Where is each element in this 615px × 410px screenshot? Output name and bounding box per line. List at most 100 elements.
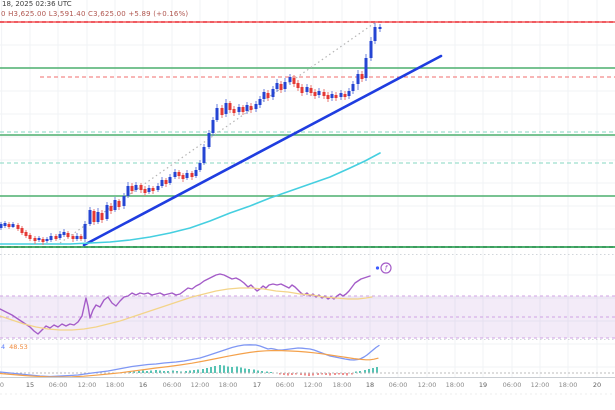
hist-bar-up bbox=[376, 367, 378, 373]
hist-bar-down bbox=[329, 373, 331, 376]
hist-bar-down bbox=[346, 373, 348, 376]
candle-up bbox=[105, 205, 109, 219]
candle-up bbox=[245, 105, 249, 111]
price-levels-layer bbox=[0, 21, 615, 248]
candle-up bbox=[271, 89, 275, 97]
candle-down bbox=[16, 225, 20, 229]
time-axis-label: 12:00 bbox=[77, 381, 97, 389]
hist-bar-up bbox=[159, 370, 161, 373]
hist-bar-down bbox=[300, 373, 302, 375]
candle-down bbox=[139, 185, 143, 190]
candle-up bbox=[88, 210, 92, 224]
time-axis-label: 06:00 bbox=[388, 381, 408, 389]
time-axis-label: 06:00 bbox=[275, 381, 295, 389]
signal-line bbox=[0, 349, 379, 378]
hist-bar-up bbox=[167, 371, 169, 373]
candle-down bbox=[177, 172, 181, 176]
hist-bar-up bbox=[253, 369, 255, 373]
candle-down bbox=[292, 78, 296, 84]
hist-bar-up bbox=[368, 369, 370, 373]
hist-bar-down bbox=[279, 373, 281, 375]
time-axis[interactable]: 0 15 06:00 12:00 18:00 16 06:00 12:00 18:00 17 06:… bbox=[0, 379, 615, 392]
hist-bar-up bbox=[359, 371, 361, 373]
candle-down bbox=[326, 95, 330, 99]
separators-layer bbox=[0, 254, 615, 395]
candle-up bbox=[198, 163, 202, 170]
candle-down bbox=[343, 94, 347, 97]
hist-bar-up bbox=[231, 367, 233, 373]
hist-bar-up bbox=[142, 370, 144, 373]
candle-up bbox=[62, 232, 66, 235]
candle-up bbox=[364, 58, 368, 78]
time-axis-label: 12:00 bbox=[417, 381, 437, 389]
hist-bar-up bbox=[227, 366, 229, 373]
candle-up bbox=[215, 108, 219, 120]
candle-up bbox=[378, 27, 382, 29]
hist-bar-up bbox=[206, 368, 208, 373]
f-circle-icon: f bbox=[385, 265, 389, 273]
ohlc-legend[interactable]: 0 H3,625.00 L3,591.40 C3,625.00 +5.89 (+… bbox=[1, 10, 189, 18]
hist-bar-up bbox=[172, 370, 174, 373]
candle-up bbox=[237, 107, 241, 112]
macd-signal-value: 48.53 bbox=[9, 343, 28, 351]
time-axis-label: 06:00 bbox=[502, 381, 522, 389]
candle-up bbox=[58, 234, 62, 238]
candle-up bbox=[369, 41, 373, 58]
candle-up bbox=[45, 239, 49, 241]
channel-dotted-line[interactable] bbox=[59, 21, 377, 244]
hist-bar-down bbox=[321, 373, 323, 375]
hist-bar-up bbox=[214, 366, 216, 373]
candle-down bbox=[164, 180, 168, 184]
hist-bar-up bbox=[248, 369, 250, 373]
rsi-layer[interactable]: f bbox=[0, 262, 392, 335]
candle-down bbox=[232, 109, 236, 113]
candle-down bbox=[220, 108, 224, 115]
rsi-marker-circle[interactable] bbox=[380, 262, 392, 274]
candle-down bbox=[79, 236, 83, 239]
hist-bar-up bbox=[257, 370, 259, 373]
candle-down bbox=[33, 238, 37, 241]
candle-up bbox=[3, 223, 7, 226]
trend-line[interactable] bbox=[82, 54, 443, 247]
time-axis-day-label: 20 bbox=[592, 381, 602, 389]
candle-down bbox=[130, 186, 134, 191]
hist-bar-up bbox=[364, 370, 366, 373]
candle-up bbox=[147, 188, 151, 192]
candle-up bbox=[49, 236, 53, 240]
candle-up bbox=[202, 147, 206, 163]
chart-timestamp: 18, 2025 02:36 UTC bbox=[2, 0, 72, 8]
hist-bar-up bbox=[210, 367, 212, 373]
time-axis-label: 12:00 bbox=[303, 381, 323, 389]
hist-bar-down bbox=[287, 373, 289, 376]
hist-bar-up bbox=[193, 370, 195, 373]
candle-up bbox=[339, 93, 343, 97]
hist-bar-up bbox=[150, 370, 152, 373]
macd-legend[interactable]: 4 48.53 bbox=[1, 343, 28, 351]
hist-bar-up bbox=[223, 365, 225, 373]
macd-layer[interactable] bbox=[0, 344, 615, 378]
candle-up bbox=[126, 186, 130, 196]
candle-up bbox=[122, 196, 126, 206]
candle-down bbox=[241, 107, 245, 112]
hist-bar-down bbox=[334, 373, 336, 375]
rsi-marker-dot bbox=[375, 266, 380, 270]
candle-down bbox=[71, 236, 75, 239]
candle-down bbox=[109, 206, 113, 211]
candle-down bbox=[309, 88, 313, 93]
candlestick-series[interactable] bbox=[0, 23, 382, 245]
candle-down bbox=[334, 95, 338, 98]
hist-bar-down bbox=[295, 373, 297, 375]
candle-down bbox=[266, 93, 270, 98]
candle-up bbox=[194, 170, 198, 176]
hist-bar-up bbox=[163, 371, 165, 373]
hist-bar-down bbox=[308, 373, 310, 376]
candle-up bbox=[173, 172, 177, 177]
candle-up bbox=[207, 133, 211, 147]
hist-bar-up bbox=[155, 370, 157, 373]
candle-down bbox=[24, 232, 28, 236]
hist-bar-up bbox=[244, 368, 246, 373]
time-axis-label: 06:00 bbox=[48, 381, 68, 389]
candle-down bbox=[300, 87, 304, 93]
